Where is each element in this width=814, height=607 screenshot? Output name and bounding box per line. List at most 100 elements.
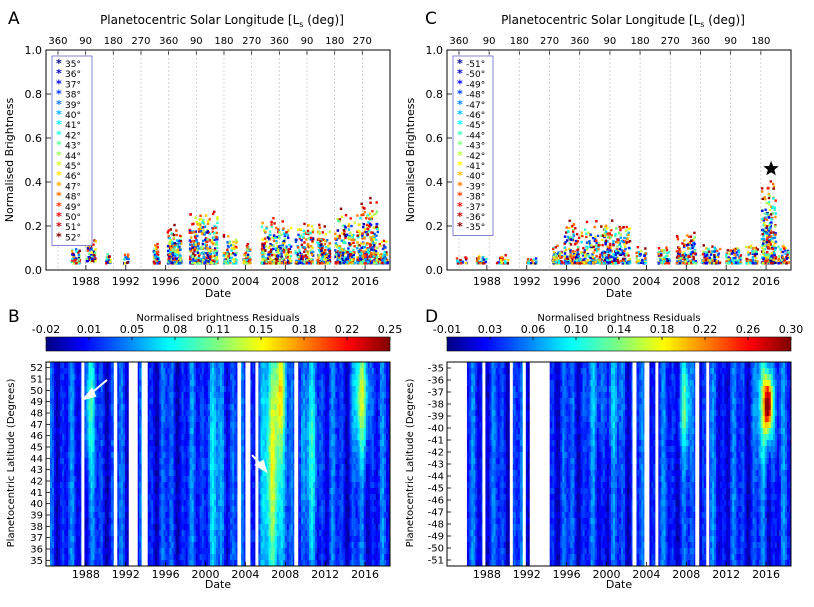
c-data-point [595,247,598,251]
c-data-point [556,254,559,258]
a-data-point [195,240,199,244]
a-data-point [308,245,312,248]
c-top-tick-label: 90 [604,36,617,47]
a-data-point [272,244,276,247]
c-data-point [622,259,625,262]
a-legend-marker: * [56,230,62,243]
c-data-point [764,216,767,219]
c-data-point [774,241,777,245]
a-data-point [289,260,292,263]
a-data-point [347,223,351,226]
a-data-point [75,261,78,265]
c-data-point [606,248,609,251]
a-data-point [380,261,384,265]
a-data-point [276,251,280,254]
a-data-point [350,234,353,237]
a-data-point [170,261,173,265]
c-data-point [762,219,766,222]
c-data-point [755,256,758,260]
a-data-point [351,261,354,265]
a-legend-label: 43° [65,142,81,152]
c-legend-label: -40° [466,172,485,182]
c-data-point [782,244,785,248]
c-data-point [687,247,690,250]
c-data-point [610,234,613,237]
c-data-point [503,258,507,262]
a-data-point [264,258,267,262]
a-data-point [321,262,324,265]
a-data-point [226,257,230,260]
a-data-point [371,231,374,234]
a-data-point [365,248,368,252]
c-data-point [765,234,769,237]
a-data-point [268,255,271,259]
a-data-point [344,234,347,238]
a-data-point [200,226,204,229]
c-data-point [750,244,753,247]
a-data-point [206,240,209,243]
a-data-point [78,260,81,263]
c-data-point [501,262,505,265]
c-data-point [769,231,772,235]
c-data-point [581,261,584,265]
c-data-point [635,257,638,260]
c-data-point [589,233,593,237]
a-data-point [272,262,275,265]
a-data-point [350,224,353,228]
c-data-point [619,245,623,248]
c-data-point [705,252,709,255]
a-data-point [245,262,248,265]
a-data-point [166,258,170,262]
c-data-point [716,249,719,253]
a-legend-marker: * [56,139,62,152]
c-data-point [682,245,686,249]
c-data-point [624,253,628,256]
a-data-point [90,248,94,251]
c-data-point [617,249,620,253]
a-data-point [375,227,379,230]
c-data-point [557,261,561,265]
a-data-point [321,253,324,256]
c-data-point [687,235,691,239]
a-data-point [319,240,322,243]
c-data-point [620,249,623,252]
c-data-point [642,262,645,265]
a-data-point [192,258,195,261]
a-data-point [298,237,301,240]
c-data-point [662,260,666,263]
c-data-point [768,223,771,227]
c-data-point [584,257,587,260]
c-data-point [555,256,559,260]
c-data-point [589,256,592,260]
a-data-point [215,253,218,256]
a-data-point [306,250,309,253]
c-data-point [773,206,776,209]
a-data-point [156,261,159,265]
panel-b-heatmap [46,362,391,567]
a-data-point [359,250,363,254]
c-y-tick-label: 0.2 [426,220,444,233]
a-data-point [176,260,179,264]
c-data-point [532,258,536,261]
c-data-point [564,259,567,263]
a-data-point [203,261,206,265]
a-data-point [342,241,346,244]
c-data-point [762,248,765,251]
a-data-point [216,261,219,265]
a-data-point [199,246,203,249]
a-data-point [357,235,360,239]
a-data-point [350,238,353,242]
a-data-point [274,257,278,261]
c-data-point [765,232,769,235]
a-data-point [188,239,192,242]
a-data-point [225,257,228,261]
a-data-point [87,255,90,259]
c-data-point [761,244,764,247]
a-data-point [365,243,368,246]
c-data-point [606,245,609,248]
a-data-point [172,258,175,262]
c-data-point [725,260,728,263]
a-data-point [85,257,89,260]
c-data-point [552,251,556,254]
c-data-point [768,194,771,197]
